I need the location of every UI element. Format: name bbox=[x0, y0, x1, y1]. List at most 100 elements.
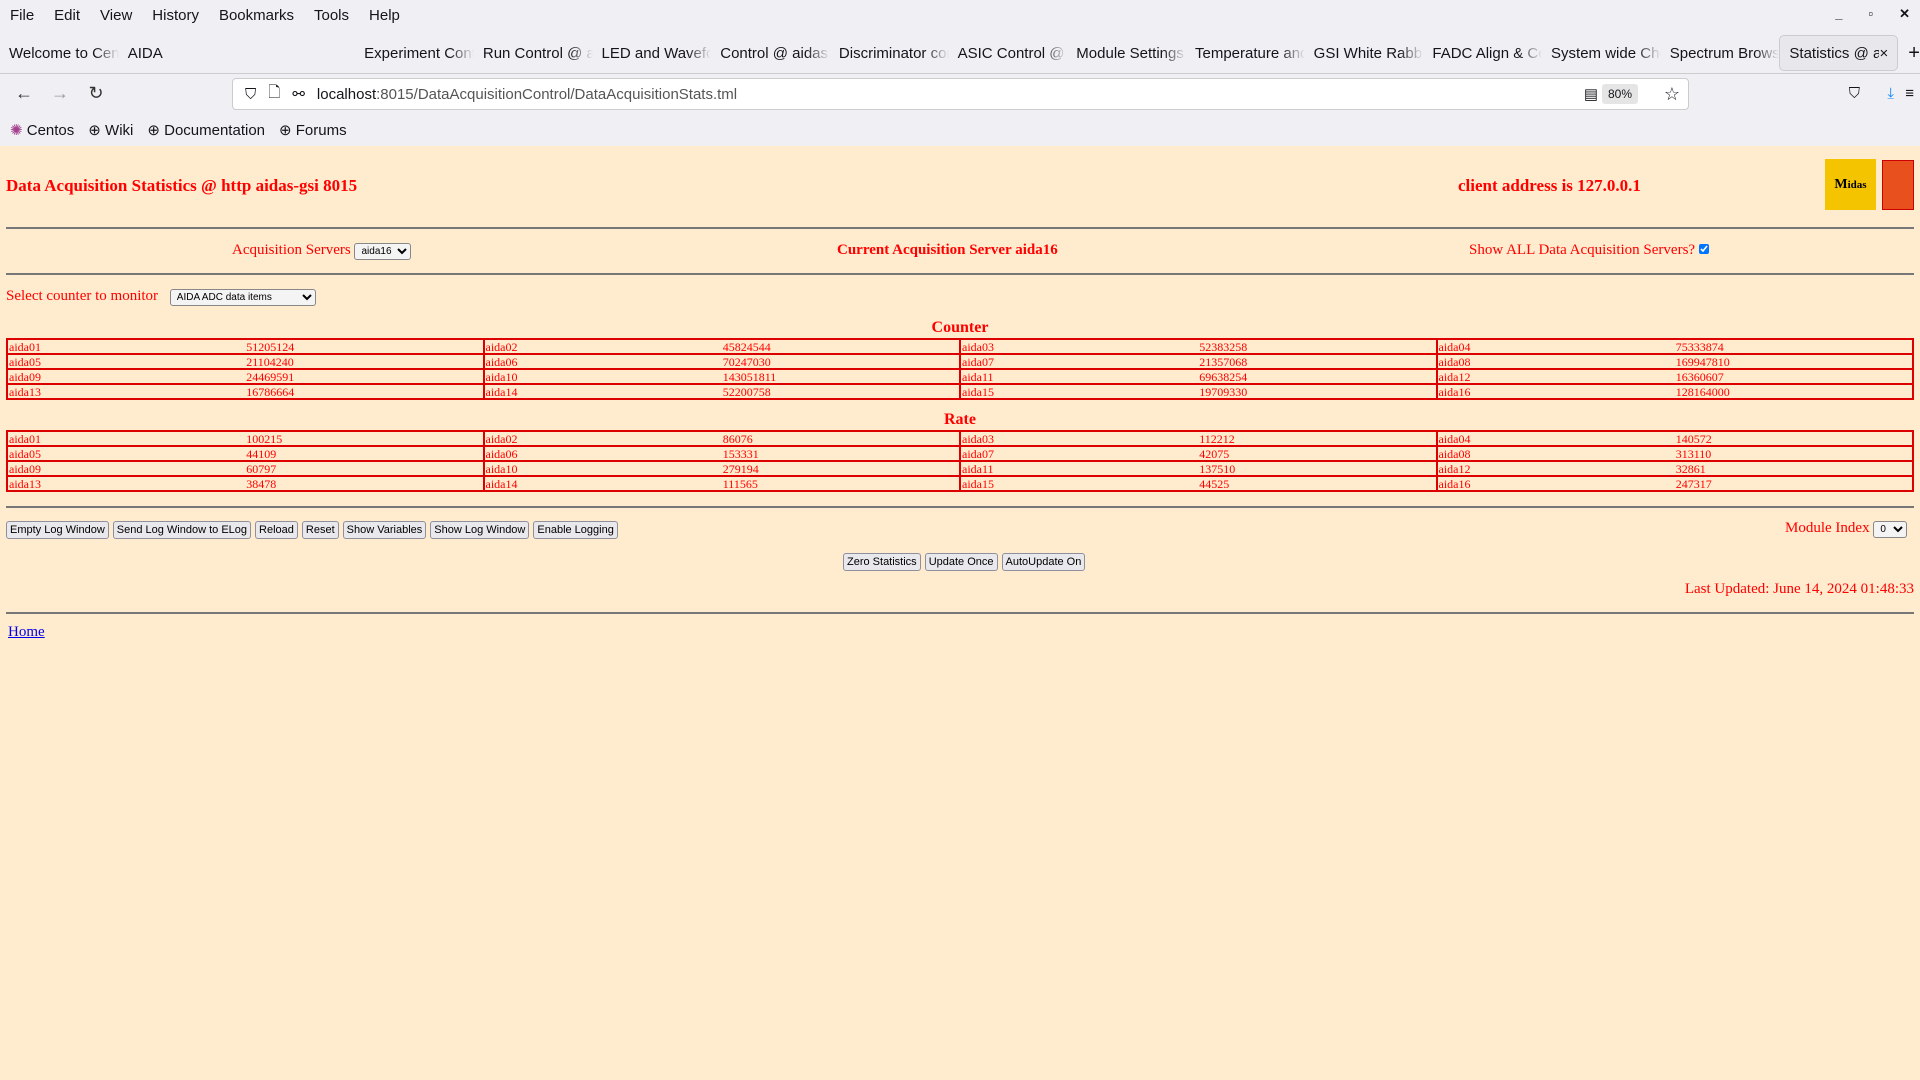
minimize-icon[interactable]: _ bbox=[1835, 6, 1843, 21]
reader-view-icon[interactable]: ▤ bbox=[1583, 86, 1598, 103]
bookmark-documentation[interactable]: ⊕ Documentation bbox=[147, 121, 265, 139]
menu-view[interactable]: View bbox=[100, 6, 133, 24]
update-once-button[interactable]: Update Once bbox=[924, 553, 998, 571]
show-all-label: Show ALL Data Acquisition Servers? bbox=[1469, 242, 1696, 258]
home-link[interactable]: Home bbox=[8, 624, 45, 640]
reset-button[interactable]: Reset bbox=[301, 521, 339, 539]
show-all-checkbox[interactable] bbox=[1698, 244, 1709, 254]
bookmark-star-icon[interactable]: ☆ bbox=[1663, 83, 1680, 104]
shield-icon[interactable]: ⛉ bbox=[245, 85, 257, 103]
rate-table: aida01 100215 aida02 86076 aida03 112212 aida0… bbox=[5, 430, 1915, 492]
send-log-window-to-elog-button[interactable]: Send Log Window to ELog bbox=[112, 521, 252, 539]
url-bar[interactable]: ⛉ 🗋 ⚯ localhost:8015/DataAcquisitionCont… bbox=[232, 78, 1689, 110]
counter-value: 52383258 bbox=[1198, 338, 1438, 355]
browser-tab[interactable]: Experiment Control bbox=[355, 35, 474, 71]
browser-tab[interactable]: ASIC Control @ bbox=[949, 35, 1068, 71]
empty-log-window-button[interactable]: Empty Log Window bbox=[6, 521, 109, 539]
module-name: aida08 bbox=[1435, 353, 1675, 370]
tab-title: Run Control @ aidas bbox=[482, 44, 593, 62]
show-log-window-button[interactable]: Show Log Window bbox=[430, 521, 530, 539]
module-name: aida15 bbox=[958, 475, 1199, 492]
counter-select[interactable]: AIDA ADC data items bbox=[169, 289, 316, 306]
tab-title: AIDA bbox=[127, 44, 163, 62]
module-name: aida03 bbox=[958, 430, 1199, 447]
module-name: aida10 bbox=[482, 460, 722, 477]
tab-title: LED and Waveform bbox=[601, 44, 712, 62]
browser-tab[interactable]: AIDA bbox=[119, 35, 355, 71]
enable-logging-button[interactable]: Enable Logging bbox=[533, 521, 618, 539]
pocket-icon[interactable]: ⛉ bbox=[1848, 85, 1860, 102]
download-icon[interactable]: ⤓ bbox=[1887, 85, 1894, 102]
reload-button[interactable]: Reload bbox=[255, 521, 298, 539]
tab-title: System wide Checks bbox=[1551, 44, 1661, 62]
bookmark-centos[interactable]: ✺ Centos bbox=[10, 121, 74, 139]
back-icon[interactable]: ← bbox=[15, 83, 33, 103]
tab-title: FADC Align & Control bbox=[1432, 44, 1542, 62]
menu-bookmarks[interactable]: Bookmarks bbox=[218, 6, 294, 24]
browser-tab[interactable]: LED and Waveform bbox=[593, 35, 712, 71]
tab-title: Spectrum Browser bbox=[1669, 44, 1780, 62]
zero-statistics-button[interactable]: Zero Statistics bbox=[843, 553, 921, 571]
maximize-icon[interactable]: ▫ bbox=[1868, 6, 1874, 21]
browser-tab[interactable]: Temperature and bbox=[1186, 35, 1305, 71]
menu-help[interactable]: Help bbox=[369, 6, 400, 24]
module-name: aida13 bbox=[5, 475, 246, 492]
close-tab-icon[interactable]: × bbox=[1879, 44, 1889, 62]
zoom-level[interactable]: 80% bbox=[1601, 84, 1638, 104]
browser-tab[interactable]: Run Control @ aidas bbox=[474, 35, 593, 71]
module-index-select[interactable]: 0 bbox=[1873, 521, 1908, 538]
counter-value: 70247030 bbox=[721, 353, 962, 370]
module-name: aida11 bbox=[958, 460, 1199, 477]
autoupdate-on-button[interactable]: AutoUpdate On bbox=[1001, 553, 1086, 571]
menu-edit[interactable]: Edit bbox=[54, 6, 81, 24]
acquisition-server-select[interactable]: aida16 bbox=[354, 243, 412, 260]
module-name: aida07 bbox=[958, 445, 1199, 462]
rate-value: 279194 bbox=[721, 460, 962, 477]
module-name: aida08 bbox=[1435, 445, 1675, 462]
tab-title: Module Settings bbox=[1076, 44, 1184, 62]
bookmark-forums[interactable]: ⊕ Forums bbox=[279, 121, 347, 139]
bookmark-label: Documentation bbox=[164, 121, 266, 139]
forward-icon[interactable]: → bbox=[51, 83, 69, 103]
counter-table: aida01 51205124 aida02 45824544 aida03 523832… bbox=[5, 338, 1915, 400]
hamburger-menu-icon[interactable]: ≡ bbox=[1905, 85, 1914, 102]
menu-file[interactable]: File bbox=[10, 6, 35, 24]
page-title: Data Acquisition Statistics @ http aidas… bbox=[6, 176, 358, 195]
module-name: aida02 bbox=[482, 338, 722, 355]
show-variables-button[interactable]: Show Variables bbox=[342, 521, 427, 539]
tcl-logo bbox=[1882, 160, 1914, 210]
divider bbox=[6, 506, 1914, 508]
browser-tab[interactable]: Spectrum Browser bbox=[1661, 35, 1780, 71]
log-button-row: Empty Log Window Send Log Window to ELog R… bbox=[6, 520, 622, 539]
reload-icon[interactable]: ↻ bbox=[88, 83, 104, 103]
browser-tab[interactable]: Discriminator control bbox=[830, 35, 949, 71]
counter-value: 69638254 bbox=[1198, 368, 1438, 385]
browser-tab[interactable]: FADC Align & Control bbox=[1423, 35, 1542, 71]
browser-tab[interactable]: GSI White Rabbit bbox=[1305, 35, 1424, 71]
module-name: aida06 bbox=[482, 353, 722, 370]
tab-bar: Welcome to Centos AIDA Experiment Control R… bbox=[0, 33, 1920, 73]
module-name: aida01 bbox=[5, 430, 246, 447]
client-address: client address is 127.0.0.1 bbox=[1458, 176, 1641, 195]
menu-tools[interactable]: Tools bbox=[313, 6, 350, 24]
close-window-icon[interactable]: ✕ bbox=[1899, 6, 1910, 21]
show-all-servers: Show ALL Data Acquisition Servers? bbox=[1469, 242, 1709, 259]
bookmark-wiki[interactable]: ⊕ Wiki bbox=[88, 121, 133, 139]
tab-title: Control @ aidas bbox=[720, 44, 829, 62]
permissions-icon[interactable]: ⚯ bbox=[292, 86, 305, 103]
browser-tab[interactable]: Control @ aidas bbox=[711, 35, 830, 71]
bookmarks-bar: ✺ Centos ⊕ Wiki ⊕ Documentation ⊕ Forums bbox=[0, 113, 1920, 146]
module-name: aida01 bbox=[5, 338, 246, 355]
table-row: aida13 16786664 aida14 52200758 aida15 197093… bbox=[5, 383, 1915, 400]
browser-tab[interactable]: System wide Checks bbox=[1542, 35, 1661, 71]
counter-value: 24469591 bbox=[245, 368, 485, 385]
browser-tab[interactable]: Welcome to Centos bbox=[0, 35, 119, 71]
module-name: aida14 bbox=[482, 475, 722, 492]
menu-history[interactable]: History bbox=[152, 6, 199, 24]
new-tab-icon[interactable]: + bbox=[1908, 41, 1920, 64]
browser-tab[interactable]: Module Settings bbox=[1067, 35, 1186, 71]
browser-tab[interactable]: Statistics @ aidas× bbox=[1779, 35, 1899, 71]
stats-button-row: Zero Statistics Update Once AutoUpdate On bbox=[843, 552, 1089, 571]
module-name: aida16 bbox=[1435, 475, 1675, 492]
tab-title: Discriminator control bbox=[838, 44, 949, 62]
